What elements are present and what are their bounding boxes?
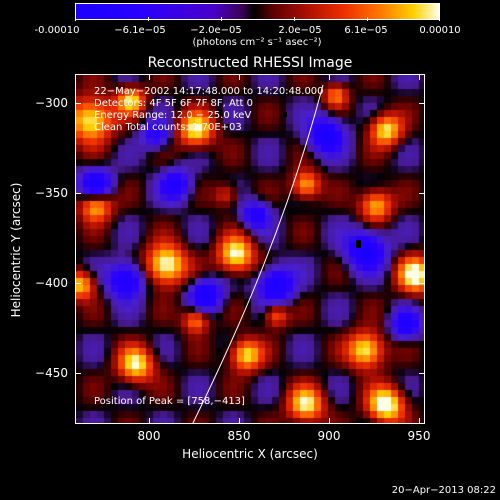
solar-limb-line <box>192 84 324 423</box>
x-tick-label: 800 <box>137 429 161 443</box>
time-range-text: 22−May−2002 14:17:48.000 to 14:20:48.000 <box>94 86 324 97</box>
y-tick <box>419 193 425 194</box>
clean-counts-text: Clean Total counts: 1.70E+03 <box>94 122 242 133</box>
energy-range-text: Energy Range: 12.0 − 25.0 keV <box>94 110 252 121</box>
heatmap-image <box>76 75 424 423</box>
y-axis-label: Heliocentric Y (arcsec) <box>9 182 23 318</box>
detectors-text: Detectors: 4F 5F 6F 7F 8F, Att 0 <box>94 98 254 109</box>
colorbar <box>75 3 440 20</box>
colorbar-tick-label: −2.0e−05 <box>190 25 242 36</box>
x-tick <box>329 418 330 424</box>
dark-marker <box>356 240 361 248</box>
x-tick <box>239 74 240 80</box>
y-tick-label: −350 <box>35 186 68 200</box>
x-tick <box>149 74 150 80</box>
x-tick <box>239 418 240 424</box>
colorbar-tick <box>294 17 295 21</box>
limb-overlay <box>192 84 361 423</box>
x-tick-label: 900 <box>317 429 341 443</box>
colorbar-units: (photons cm⁻² s⁻¹ asec⁻²) <box>192 37 322 48</box>
colorbar-tick <box>75 17 76 21</box>
y-tick <box>75 373 81 374</box>
x-tick <box>419 418 420 424</box>
y-tick-label: −400 <box>35 276 68 290</box>
colorbar-tick-label: −6.1e−05 <box>114 25 166 36</box>
colorbar-tick <box>367 17 368 21</box>
date-stamp: 20−Apr−2013 08:22 <box>391 485 496 496</box>
colorbar-tick-label: 2.0e−05 <box>278 25 322 36</box>
colorbar-tick-label: -0.00010 <box>34 25 80 36</box>
x-axis-label: Heliocentric X (arcsec) <box>182 447 318 461</box>
image-plot: 22−May−2002 14:17:48.000 to 14:20:48.000… <box>75 74 425 424</box>
x-tick <box>329 74 330 80</box>
y-tick <box>419 103 425 104</box>
y-tick-label: −450 <box>35 366 68 380</box>
x-tick-label: 850 <box>227 429 251 443</box>
y-tick <box>75 283 81 284</box>
y-tick <box>75 193 81 194</box>
colorbar-tick-label: 0.00010 <box>419 25 461 36</box>
colorbar-tick <box>439 17 440 21</box>
colorbar-tick <box>148 17 149 21</box>
peak-position-text: Position of Peak = [758,−413] <box>94 396 245 407</box>
colorbar-tick <box>221 17 222 21</box>
colorbar-tick-label: 6.1e−05 <box>344 25 388 36</box>
peak-marker <box>283 112 287 117</box>
x-tick <box>419 74 420 80</box>
y-tick <box>419 283 425 284</box>
plot-title: Reconstructed RHESSI Image <box>147 55 353 71</box>
y-tick-label: −300 <box>35 96 68 110</box>
x-tick-label: 950 <box>407 429 431 443</box>
y-tick <box>75 103 81 104</box>
x-tick <box>149 418 150 424</box>
y-tick <box>419 373 425 374</box>
